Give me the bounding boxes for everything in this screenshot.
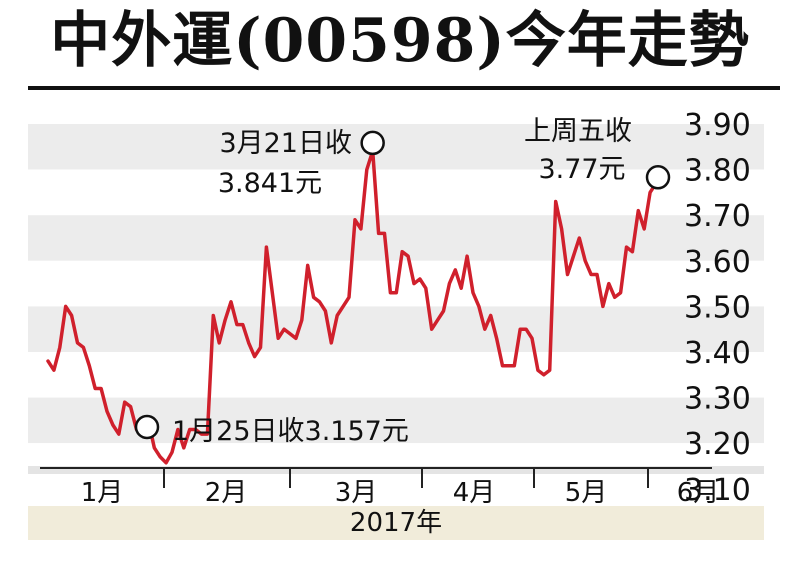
- y-tick-label: 3.60: [684, 245, 751, 280]
- annotation-marker-latest: [645, 165, 671, 190]
- y-tick-label: 3.20: [684, 427, 751, 462]
- grid-band: [28, 169, 764, 216]
- y-tick-label: 3.30: [684, 382, 751, 417]
- chart-title: 中外運(00598)今年走勢: [50, 6, 750, 76]
- annotation-low-label: 1月25日收3.157元: [172, 416, 409, 447]
- x-tick-label: 5月: [565, 478, 608, 508]
- annotation-latest-label: 上周五收: [524, 116, 632, 147]
- y-tick-label: 3.70: [684, 199, 751, 234]
- grid-band: [28, 124, 764, 170]
- annotation-marker-high: [360, 130, 385, 156]
- x-tick-label: 2月: [205, 478, 248, 508]
- grid-band: [28, 215, 764, 261]
- y-tick-label: 3.50: [684, 290, 751, 325]
- grid-band: [28, 443, 764, 466]
- x-tick-label: 3月: [335, 478, 378, 508]
- x-tick-label: 6月: [677, 478, 720, 508]
- x-axis-band: [28, 506, 764, 540]
- annotation-latest-value: 3.77元: [538, 154, 625, 185]
- grid-band: [28, 352, 764, 398]
- title-rule: [28, 86, 780, 90]
- annotation-high-date: 3月21日收: [219, 128, 352, 159]
- annotation-marker-low: [134, 414, 160, 440]
- annotation-high-value: 3.841元: [218, 168, 322, 199]
- y-tick-label: 3.10: [684, 473, 751, 508]
- y-tick-label: 3.90: [684, 108, 751, 143]
- plot-bottom-strip: [28, 466, 764, 474]
- y-tick-label: 3.40: [684, 336, 751, 371]
- x-tick-label: 4月: [453, 478, 496, 508]
- grid-band: [28, 306, 764, 352]
- x-tick-label: 1月: [81, 478, 124, 508]
- x-axis-label: 2017年: [349, 508, 443, 538]
- y-tick-label: 3.80: [684, 154, 751, 189]
